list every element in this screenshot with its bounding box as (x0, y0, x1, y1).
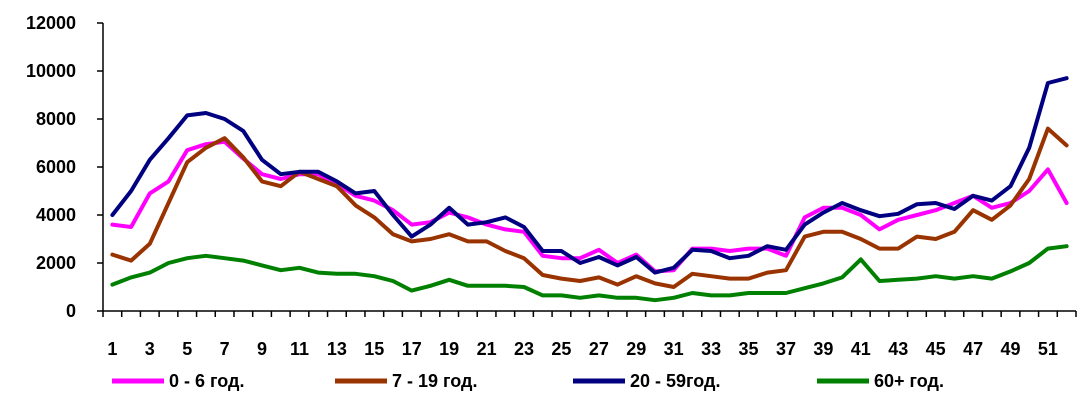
series-line-3 (110, 76, 1069, 275)
y-tick-label: 10000 (26, 61, 76, 81)
x-tick-label: 49 (1000, 339, 1020, 359)
x-tick-label: 35 (739, 339, 759, 359)
series-line-2 (110, 126, 1069, 289)
x-tick-label: 39 (813, 339, 833, 359)
x-tick-label: 47 (963, 339, 983, 359)
x-tick-label: 31 (664, 339, 684, 359)
x-tick-label: 9 (257, 339, 267, 359)
legend-label: 20 - 59год. (630, 371, 720, 391)
y-tick-label: 8000 (36, 109, 76, 129)
legend-label: 60+ год. (874, 371, 944, 391)
legend: 0 - 6 год. 7 - 19 год. 20 - 59год. 60+ год. (112, 371, 944, 391)
x-tick-label: 37 (776, 339, 796, 359)
y-tick-label: 4000 (36, 205, 76, 225)
y-tick-label: 6000 (36, 157, 76, 177)
x-tick-label: 19 (439, 339, 459, 359)
x-tick-label: 27 (589, 339, 609, 359)
x-tick-label: 25 (551, 339, 571, 359)
x-tick-label: 43 (888, 339, 908, 359)
x-tick-label: 15 (364, 339, 384, 359)
x-tick-label: 5 (182, 339, 192, 359)
y-tick-label: 2000 (36, 253, 76, 273)
x-tick-label: 45 (926, 339, 946, 359)
y-tick-label: 12000 (26, 13, 76, 33)
x-axis: 1 3 5 7 9 11 13 15 17 19 21 23 25 27 29 31 33 35 37 39 41 43 4… (102, 310, 1077, 359)
y-axis: 0 2000 4000 6000 8000 10000 12000 (26, 13, 104, 321)
legend-label: 0 - 6 год. (169, 371, 244, 391)
series-lines (110, 76, 1069, 303)
series-line-4 (110, 244, 1069, 303)
legend-label: 7 - 19 год. (392, 371, 477, 391)
x-tick-label: 29 (626, 339, 646, 359)
y-tick-label: 0 (66, 301, 76, 321)
x-tick-label: 51 (1038, 339, 1058, 359)
x-tick-label: 23 (514, 339, 534, 359)
x-tick-label: 17 (402, 339, 422, 359)
series-line-1 (110, 139, 1069, 274)
x-tick-label: 1 (107, 339, 117, 359)
x-tick-label: 11 (290, 339, 309, 359)
x-tick-label: 41 (851, 339, 871, 359)
x-tick-label: 33 (701, 339, 721, 359)
x-tick-label: 3 (145, 339, 155, 359)
x-tick-label: 13 (327, 339, 347, 359)
x-tick-label: 21 (477, 339, 497, 359)
x-tick-label: 7 (220, 339, 230, 359)
